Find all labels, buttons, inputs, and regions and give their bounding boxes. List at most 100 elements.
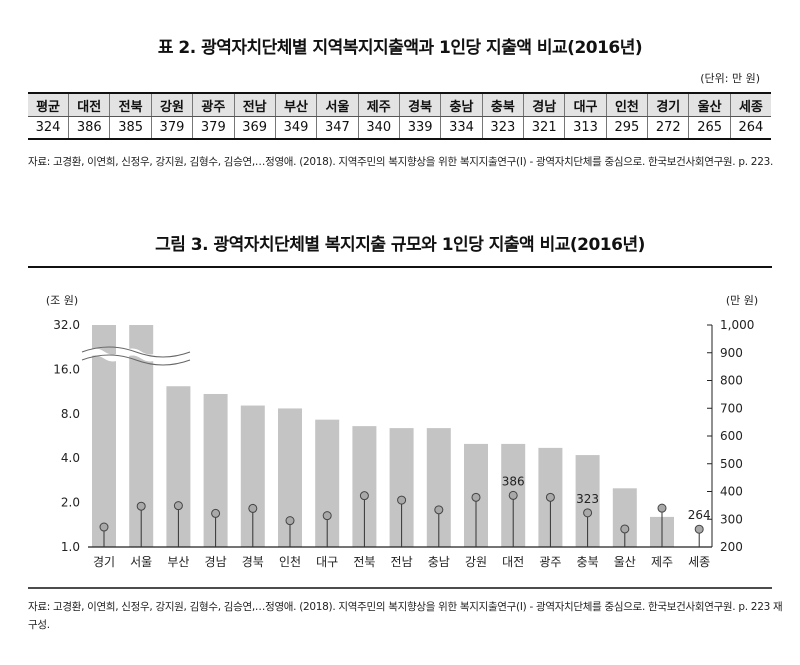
table-header-cell: 경남 [523, 92, 566, 117]
left-tick-label: 16.0 [53, 362, 80, 376]
table-header-cell: 강원 [151, 92, 194, 117]
left-tick-label: 32.0 [53, 318, 80, 332]
table-cell: 379 [151, 116, 194, 140]
lollipop-marker [620, 524, 630, 534]
lollipop-marker [248, 503, 258, 513]
table-header-cell: 울산 [688, 92, 731, 117]
table-header-cell: 인천 [606, 92, 649, 117]
left-tick-label: 4.0 [61, 451, 80, 465]
table-cell: 321 [523, 116, 566, 140]
lollipop-marker [359, 491, 369, 501]
data-label: 323 [576, 492, 599, 506]
category-label: 광주 [539, 555, 561, 569]
table-row: 324 386 385 379 379 369 349 347 340 339 334 323 321 3… [28, 116, 771, 140]
lollipop-marker [322, 511, 332, 521]
table-header-cell: 충북 [482, 92, 525, 117]
table-cell: 264 [730, 116, 771, 140]
table-cell: 379 [192, 116, 235, 140]
left-tick-label: 1.0 [61, 540, 80, 554]
table-cell: 295 [606, 116, 649, 140]
data-label: 386 [502, 474, 525, 488]
table-unit: (단위: 만 원) [700, 72, 760, 85]
table-cell: 349 [275, 116, 318, 140]
category-label: 충남 [428, 555, 450, 569]
axis-break-mark [122, 348, 160, 362]
right-tick-label: 200 [720, 540, 743, 554]
lollipop-marker [471, 492, 481, 502]
table-header-row: 평균 대전 전북 강원 광주 전남 부산 서울 제주 경북 충남 충북 경남 대구 인천 경기 울산 세종 [28, 92, 771, 117]
table-cell: 323 [482, 116, 525, 140]
lollipop-marker [397, 495, 407, 505]
category-label: 부산 [167, 555, 189, 569]
right-tick-label: 500 [720, 457, 743, 471]
right-tick-label: 400 [720, 485, 743, 499]
table-source: 자료: 고경환, 이연희, 신정우, 강지원, 김형수, 김승연,…정영애. (… [28, 156, 773, 168]
table-cell: 347 [316, 116, 359, 140]
lollipop-marker [136, 501, 146, 511]
table-header-cell: 대전 [68, 92, 111, 117]
category-label: 제주 [651, 555, 673, 569]
category-label: 전남 [391, 555, 413, 569]
right-tick-label: 700 [720, 401, 743, 415]
table-cell: 339 [399, 116, 442, 140]
table-title: 표 2. 광역자치단체별 지역복지지출액과 1인당 지출액 비교(2016년) [157, 38, 643, 58]
table-header-cell: 서울 [316, 92, 359, 117]
lollipop-marker [694, 524, 704, 534]
table-header-cell: 경북 [399, 92, 442, 117]
lollipop-marker [173, 501, 183, 511]
category-label: 경북 [242, 555, 264, 569]
category-label: 대구 [316, 555, 338, 569]
bar [240, 405, 265, 547]
axis-break-mark [81, 346, 191, 358]
table-cell: 324 [28, 116, 70, 140]
lollipop-marker [285, 516, 295, 526]
chart-source: 자료: 고경환, 이연희, 신정우, 강지원, 김형수, 김승연,…정영애. (… [28, 601, 783, 631]
table-header-cell: 전북 [109, 92, 152, 117]
table-cell: 272 [647, 116, 690, 140]
category-label: 서울 [130, 555, 152, 569]
category-label: 충북 [577, 555, 599, 569]
category-label: 울산 [614, 555, 636, 569]
bar [92, 325, 116, 547]
right-tick-label: 300 [720, 512, 743, 526]
axis-break-mark [81, 354, 191, 366]
category-label: 경남 [205, 555, 227, 569]
table-header-cell: 제주 [358, 92, 400, 117]
chart-title: 그림 3. 광역자치단체별 복지지출 규모와 1인당 지출액 비교(2016년) [155, 235, 645, 255]
table-header-cell: 전남 [234, 92, 276, 117]
right-axis-label: (만 원) [726, 294, 758, 307]
lollipop-marker [508, 490, 518, 500]
table-cell: 313 [564, 116, 607, 140]
table-header-cell: 부산 [275, 92, 318, 117]
left-axis-label: (조 원) [46, 294, 78, 307]
lollipop-marker [545, 492, 555, 502]
table-header-cell: 충남 [440, 92, 483, 117]
table-cell: 369 [234, 116, 276, 140]
table-cell: 385 [109, 116, 152, 140]
lollipop-marker [657, 503, 667, 513]
category-label: 대전 [502, 555, 524, 569]
right-tick-label: 600 [720, 429, 743, 443]
category-label: 세종 [688, 555, 710, 569]
table-header-cell: 경기 [647, 92, 690, 117]
table-cell: 340 [358, 116, 400, 140]
data-label: 264 [688, 508, 711, 522]
category-label: 인천 [279, 554, 301, 569]
right-tick-label: 800 [720, 374, 743, 388]
table-header-cell: 평균 [28, 92, 70, 117]
lollipop-marker [583, 508, 593, 518]
table-cell: 265 [688, 116, 731, 140]
table-cell: 386 [68, 116, 111, 140]
lollipop-marker [434, 505, 444, 515]
right-tick-label: 900 [720, 346, 743, 360]
lollipop-marker [99, 522, 109, 532]
data-table: 평균 대전 전북 강원 광주 전남 부산 서울 제주 경북 충남 충북 경남 대구 인천 경기 울산 세종 324… [28, 92, 771, 140]
table-header-cell: 대구 [564, 92, 607, 117]
category-label: 경기 [93, 555, 115, 569]
lollipop-marker [211, 508, 221, 518]
table-cell: 334 [440, 116, 483, 140]
left-tick-label: 8.0 [61, 407, 80, 421]
left-tick-label: 2.0 [61, 496, 80, 510]
right-tick-label: 1,000 [720, 318, 754, 332]
